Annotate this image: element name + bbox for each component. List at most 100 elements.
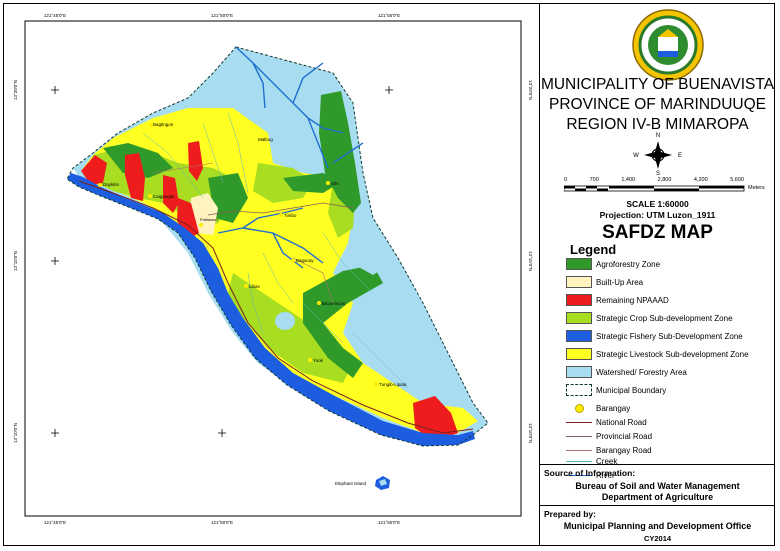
legend-item-boundary: Municipal Boundary [566,383,666,397]
place-label-sihi: Sihi [331,181,339,186]
elephant-island-forest [379,479,387,486]
map-title-block: MUNICIPALITY OF BUENAVISTA PROVINCE OF M… [540,75,775,135]
legend-swatch-creek [566,460,592,462]
legend-item-barangay-road: Barangay Road [566,443,652,457]
scale-tick-700: 700 [589,177,599,183]
coord-bottom-1: 121°45'0"E [44,520,66,525]
legend-item-national-road: National Road [566,415,647,429]
legend-swatch-crop [566,312,592,324]
legend-item-npaaad: Remaining NPAAAD [566,293,669,307]
coord-right-1: 13°20'0"N [528,80,533,100]
scale-bar: 0 700 1,400 2,800 4,200 5,600 Meters [564,177,774,197]
zone-watershed-pond [275,312,295,330]
legend-label-agroforestry: Agroforestry Zone [596,259,661,269]
national-road [78,180,474,434]
legend-item-agroforestry: Agroforestry Zone [566,257,660,271]
scale-bar-graphic [564,185,745,192]
legend-label-built-up: Built-Up Area [596,277,644,287]
barangay-points: Bagtingon Malbog Daykitin Caigangan Sihi… [98,122,407,486]
projection: Projection: UTM Luzon_1911 [599,210,716,220]
legend-swatch-built-up [566,276,592,288]
place-label-bicas-bicas: Bicas-bicas [322,301,346,306]
prepared-line-2: CY2014 [643,534,672,543]
zone-npaaad-5 [188,141,203,181]
coord-bottom-3: 121°55'0"E [378,520,400,525]
river-network [217,46,364,269]
coord-top-1: 121°45'0"E [44,13,66,18]
barangay-point-libas [244,284,248,288]
legend-swatch-agroforestry [566,258,592,270]
barangay-point-bicas-bicas [317,301,321,305]
coord-top-2: 121°50'0"E [211,13,233,18]
coord-left-2: 13°15'0"N [13,251,18,271]
safdz-map-title: SAFDZ MAP [602,222,713,243]
zone-agroforestry-band [303,265,383,378]
zone-npaaad-3 [163,175,179,213]
place-label-caigangan: Caigangan [153,194,175,199]
coord-right-3: 13°10'0"N [528,423,533,443]
place-label-timbo: Timbo [284,213,297,218]
divider-source [540,464,775,465]
legend-item-barangay: Barangay [566,401,630,415]
provincial-road [207,202,354,216]
zone-agroforestry-northeast [319,91,361,213]
source-heading: Source of Information: [544,468,636,478]
place-label-yook: Yook [313,358,324,363]
legend-item-livestock: Strategic Livestock Sub-development Zone [566,347,749,361]
place-label-bagtingon: Bagtingon [153,122,174,127]
legend-item-crop: Strategic Crop Sub-development Zone [566,311,733,325]
source-line-2: Department of Agriculture [601,492,714,502]
barangay-point-poblacion [199,223,203,227]
coord-bottom-2: 121°50'0"E [211,520,233,525]
north-arrow: N S W E [633,133,682,175]
legend-swatch-provincial-road [566,435,592,437]
barangay-road [152,162,334,304]
place-label-libas: Libas [249,284,261,289]
title-region: REGION IV-B MIMAROPA [566,116,749,133]
barangay-point-sihi [326,181,330,185]
north-arrow-e: E [678,153,682,159]
barangay-point-daykitin [98,183,102,187]
map-info-panel: MUNICIPALITY OF BUENAVISTA PROVINCE OF M… [540,3,775,546]
coord-right-2: 13°15'0"N [528,251,533,271]
barangay-point-tungib-lipata [374,382,378,386]
legend-swatch-livestock [566,348,592,360]
place-label-elephant-island: Elephant Island [335,481,367,486]
prepared-heading: Prepared by: [544,509,596,519]
map-sheet-frame [3,3,775,546]
barangay-point-timbo [279,213,283,217]
legend-swatch-barangay [566,403,592,413]
municipal-boundary [66,46,489,447]
creek-network [142,112,409,389]
barangay-point-bagtingon [149,123,153,127]
legend-title: Legend [570,242,617,257]
legend-label-barangay: Barangay [596,403,631,413]
scale-tick-5600: 5,600 [730,177,744,183]
legend-label-watershed: Watershed/ Forestry Area [596,367,687,377]
zone-npaaad-1 [81,155,107,185]
scale-tick-4200: 4,200 [693,177,708,183]
source-line-1: Bureau of Soil and Water Management [575,481,740,491]
place-label-bagacay: Bagacay [296,258,314,263]
legend-swatch-watershed [566,366,592,378]
legend-item-built-up: Built-Up Area [566,275,643,289]
legend-label-boundary: Municipal Boundary [596,385,667,395]
coord-left-3: 13°10'0"N [13,423,18,443]
legend-item-watershed: Watershed/ Forestry Area [566,365,687,379]
barangay-point-yook [308,358,312,362]
zone-agroforestry-west [208,173,248,223]
scale-tick-1400: 1,400 [621,177,636,183]
barangay-point-bagacay [291,259,295,263]
scale-tick-2800: 2,800 [657,177,672,183]
north-arrow-w: W [633,153,639,159]
zone-strategic-crop-center [253,163,313,203]
map-canvas: 121°45'0"E 121°50'0"E 121°55'0"E 121°45'… [13,13,533,525]
legend-label-river: River [596,470,615,480]
legend-label-crop: Strategic Crop Sub-development Zone [596,313,733,323]
legend-item-creek: Creek [566,454,617,468]
legend-label-barangay-road: Barangay Road [596,445,652,455]
place-label-tungib-lipata: Tungib-Lipata [379,382,407,387]
zone-npaaad-2 [125,153,145,201]
coord-left-1: 13°20'0"N [13,80,18,100]
zone-agroforestry-center [283,173,343,193]
